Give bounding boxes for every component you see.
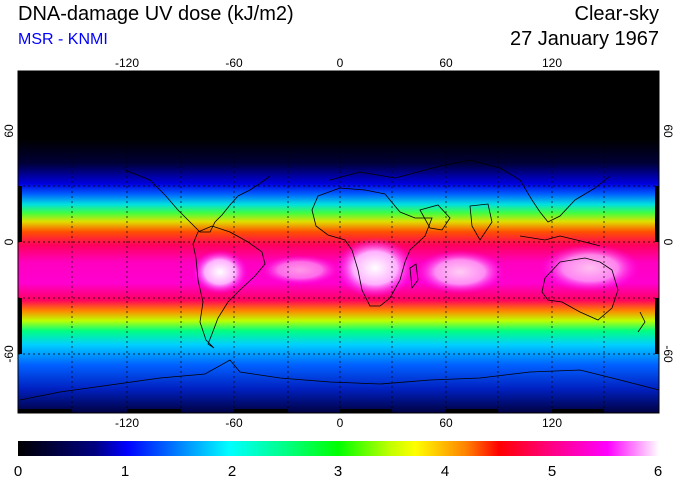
lon-label: -60	[225, 416, 243, 430]
lon-labels-bottom: -120 -60 0 60 120	[115, 416, 562, 430]
lon-label: -60	[225, 56, 243, 70]
lon-label: 0	[337, 416, 344, 430]
lon-label: -120	[115, 56, 139, 70]
lat-label: 0	[661, 239, 675, 246]
hotspot-indian-ocean	[415, 250, 505, 294]
lon-label: 60	[439, 56, 453, 70]
lon-labels-top: -120 -60 0 60 120	[115, 56, 562, 70]
lon-label: 0	[337, 56, 344, 70]
hotspot-pacific	[260, 255, 340, 285]
source-label: MSR - KNMI	[18, 31, 108, 48]
coastlines	[19, 159, 659, 401]
colorbar-labels: 0 1 2 3 4 5 6	[14, 463, 662, 480]
colorbar-tick-label: 6	[654, 463, 662, 480]
colorbar-gradient	[18, 441, 659, 456]
lon-label: -120	[115, 416, 139, 430]
lat-labels-left: 60 0 -60	[2, 124, 16, 363]
lon-label: 60	[439, 416, 453, 430]
colorbar-tick-label: 4	[441, 463, 449, 480]
lon-label: 120	[542, 416, 562, 430]
colorbar-tick-label: 0	[14, 463, 22, 480]
sky-condition-label: Clear-sky	[574, 3, 659, 25]
colorbar-tick-label: 1	[121, 463, 129, 480]
lat-label: -60	[661, 345, 675, 363]
map-frame	[17, 70, 660, 414]
lat-label: -60	[2, 345, 16, 363]
graticule	[18, 71, 659, 413]
colorbar-tick-label: 5	[548, 463, 556, 480]
hotspot-southern-africa	[335, 238, 415, 298]
hotspot-south-america	[192, 250, 248, 294]
date-label: 27 January 1967	[509, 28, 659, 50]
colorbar: 0 1 2 3 4 5 6	[14, 441, 662, 480]
colorbar-tick-label: 2	[228, 463, 236, 480]
lat-labels-right: 60 0 -60	[661, 124, 675, 363]
lon-label: 120	[542, 56, 562, 70]
lat-label: 60	[2, 124, 16, 138]
lat-label: 60	[661, 124, 675, 138]
lat-label: 0	[2, 238, 16, 245]
map-title: DNA-damage UV dose (kJ/m2)	[18, 3, 294, 25]
hotspot-australia	[540, 244, 640, 292]
colorbar-tick-label: 3	[334, 463, 342, 480]
